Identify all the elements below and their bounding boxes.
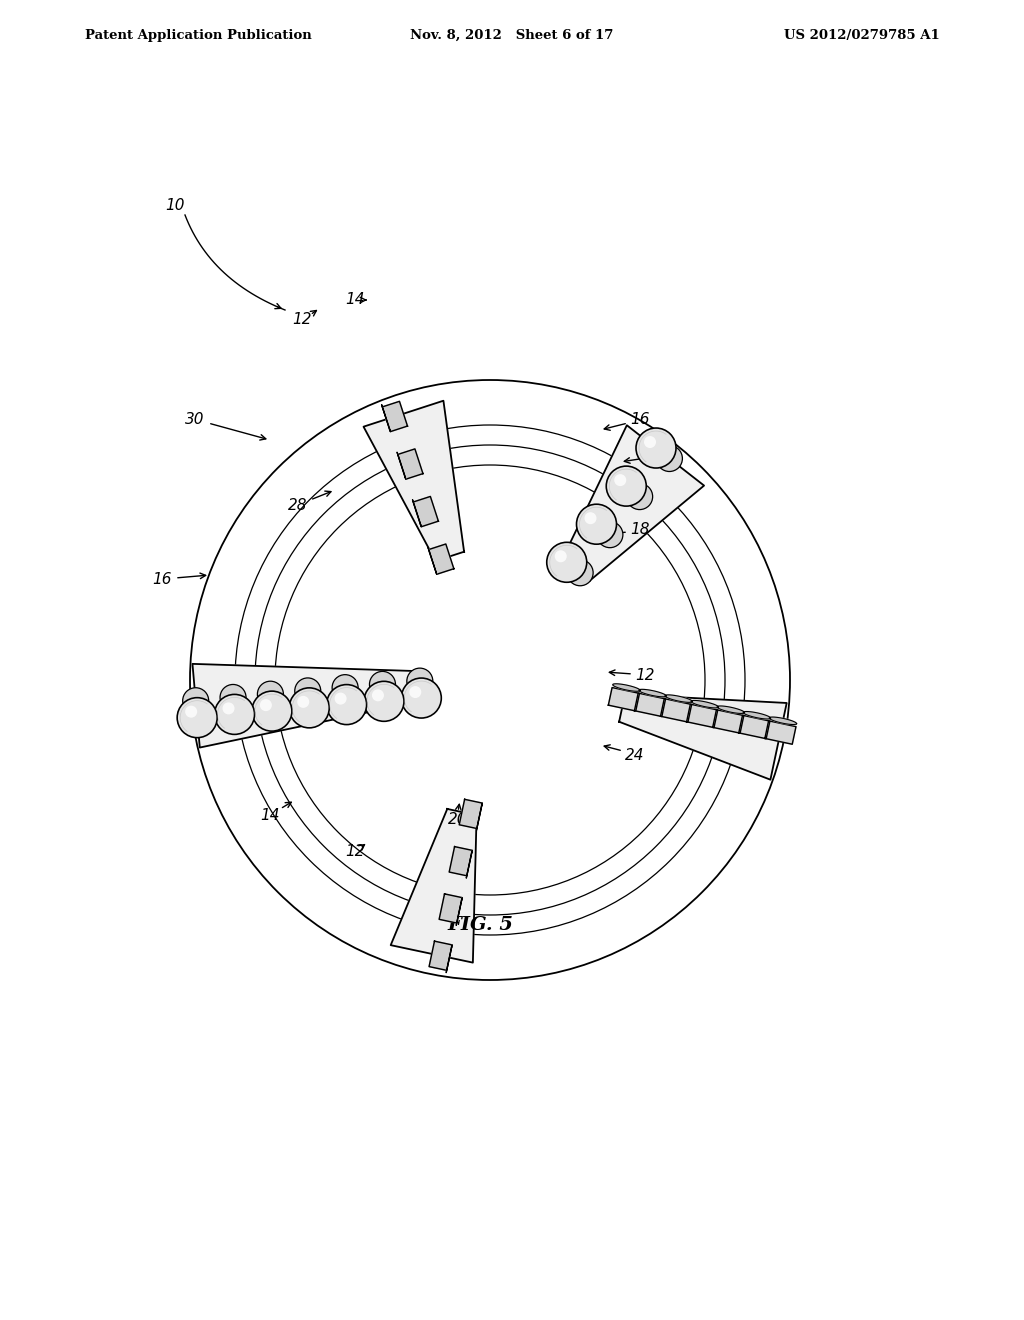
Polygon shape: [193, 664, 422, 747]
Circle shape: [214, 694, 255, 734]
Circle shape: [585, 512, 597, 524]
Circle shape: [555, 550, 566, 562]
Circle shape: [577, 504, 616, 544]
Circle shape: [295, 678, 321, 704]
Polygon shape: [691, 701, 719, 708]
Circle shape: [372, 689, 384, 701]
Circle shape: [257, 681, 284, 708]
Polygon shape: [450, 846, 472, 875]
Circle shape: [185, 706, 198, 718]
Circle shape: [335, 693, 346, 705]
Circle shape: [182, 688, 209, 714]
Circle shape: [407, 668, 433, 694]
Circle shape: [332, 675, 358, 701]
Circle shape: [597, 521, 623, 548]
Circle shape: [260, 700, 272, 711]
Text: 18: 18: [630, 523, 650, 537]
Polygon shape: [608, 688, 639, 711]
Polygon shape: [635, 693, 666, 717]
Polygon shape: [446, 945, 452, 973]
Polygon shape: [660, 698, 691, 722]
Polygon shape: [665, 694, 692, 702]
Polygon shape: [382, 401, 408, 432]
Polygon shape: [459, 800, 482, 829]
Polygon shape: [687, 704, 718, 727]
Text: Patent Application Publication: Patent Application Publication: [85, 29, 311, 41]
Text: 12: 12: [292, 313, 311, 327]
Polygon shape: [397, 453, 406, 479]
Text: 20: 20: [449, 813, 468, 828]
Text: 12: 12: [635, 668, 654, 682]
Text: 30: 30: [185, 412, 205, 428]
Circle shape: [401, 678, 441, 718]
Circle shape: [327, 685, 367, 725]
Polygon shape: [765, 721, 796, 744]
Polygon shape: [743, 711, 770, 719]
Text: 14: 14: [345, 293, 365, 308]
Text: Nov. 8, 2012   Sheet 6 of 17: Nov. 8, 2012 Sheet 6 of 17: [411, 29, 613, 41]
Circle shape: [656, 445, 682, 471]
Circle shape: [252, 692, 292, 731]
Polygon shape: [429, 544, 454, 574]
Circle shape: [289, 688, 330, 727]
Circle shape: [547, 543, 587, 582]
Circle shape: [364, 681, 403, 721]
Polygon shape: [457, 898, 462, 925]
Text: 12: 12: [345, 845, 365, 859]
Circle shape: [614, 474, 627, 486]
Polygon shape: [476, 803, 482, 830]
Text: 14: 14: [648, 445, 668, 459]
Polygon shape: [466, 850, 472, 878]
Circle shape: [410, 686, 421, 698]
Polygon shape: [717, 706, 744, 713]
Circle shape: [297, 696, 309, 708]
Circle shape: [370, 672, 395, 697]
Polygon shape: [439, 894, 462, 923]
Polygon shape: [639, 689, 667, 697]
Polygon shape: [391, 809, 476, 962]
Text: US 2012/0279785 A1: US 2012/0279785 A1: [784, 29, 940, 41]
Polygon shape: [413, 500, 421, 527]
Text: 16: 16: [630, 412, 650, 428]
Circle shape: [220, 685, 246, 710]
Polygon shape: [612, 684, 640, 692]
Circle shape: [567, 560, 593, 586]
Text: 24: 24: [626, 747, 645, 763]
Polygon shape: [364, 401, 464, 561]
Polygon shape: [382, 405, 390, 432]
Text: 10: 10: [165, 198, 184, 213]
Text: 16: 16: [153, 573, 172, 587]
Polygon shape: [713, 710, 743, 733]
Text: FIG. 5: FIG. 5: [447, 916, 513, 935]
Polygon shape: [428, 548, 436, 574]
Text: 14: 14: [260, 808, 280, 822]
Polygon shape: [414, 496, 438, 527]
Polygon shape: [562, 425, 705, 581]
Polygon shape: [738, 715, 770, 739]
Circle shape: [636, 428, 676, 469]
Circle shape: [177, 698, 217, 738]
Circle shape: [627, 483, 652, 510]
Polygon shape: [429, 941, 452, 970]
Polygon shape: [769, 717, 797, 725]
Polygon shape: [620, 694, 786, 780]
Circle shape: [606, 466, 646, 506]
Circle shape: [644, 436, 656, 447]
Circle shape: [222, 702, 234, 714]
Text: 28: 28: [288, 498, 308, 512]
Polygon shape: [397, 449, 423, 479]
